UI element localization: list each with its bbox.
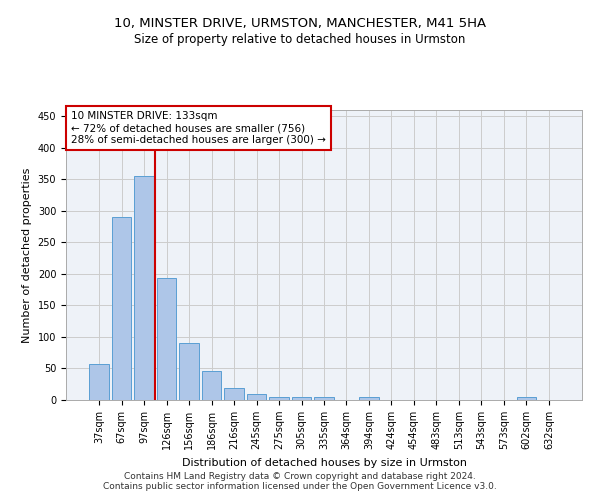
- Bar: [157, 278, 176, 400]
- Bar: [292, 397, 311, 400]
- Bar: [247, 394, 266, 400]
- Bar: [89, 364, 109, 400]
- Bar: [269, 397, 289, 400]
- Bar: [359, 397, 379, 400]
- Y-axis label: Number of detached properties: Number of detached properties: [22, 168, 32, 342]
- Text: Contains HM Land Registry data © Crown copyright and database right 2024.: Contains HM Land Registry data © Crown c…: [124, 472, 476, 481]
- Bar: [134, 176, 154, 400]
- Bar: [179, 344, 199, 400]
- Text: Contains public sector information licensed under the Open Government Licence v3: Contains public sector information licen…: [103, 482, 497, 491]
- Text: 10 MINSTER DRIVE: 133sqm
← 72% of detached houses are smaller (756)
28% of semi-: 10 MINSTER DRIVE: 133sqm ← 72% of detach…: [71, 112, 326, 144]
- Bar: [314, 397, 334, 400]
- Text: 10, MINSTER DRIVE, URMSTON, MANCHESTER, M41 5HA: 10, MINSTER DRIVE, URMSTON, MANCHESTER, …: [114, 18, 486, 30]
- Bar: [112, 217, 131, 400]
- X-axis label: Distribution of detached houses by size in Urmston: Distribution of detached houses by size …: [182, 458, 467, 468]
- Bar: [202, 371, 221, 400]
- Bar: [224, 388, 244, 400]
- Text: Size of property relative to detached houses in Urmston: Size of property relative to detached ho…: [134, 32, 466, 46]
- Bar: [517, 397, 536, 400]
